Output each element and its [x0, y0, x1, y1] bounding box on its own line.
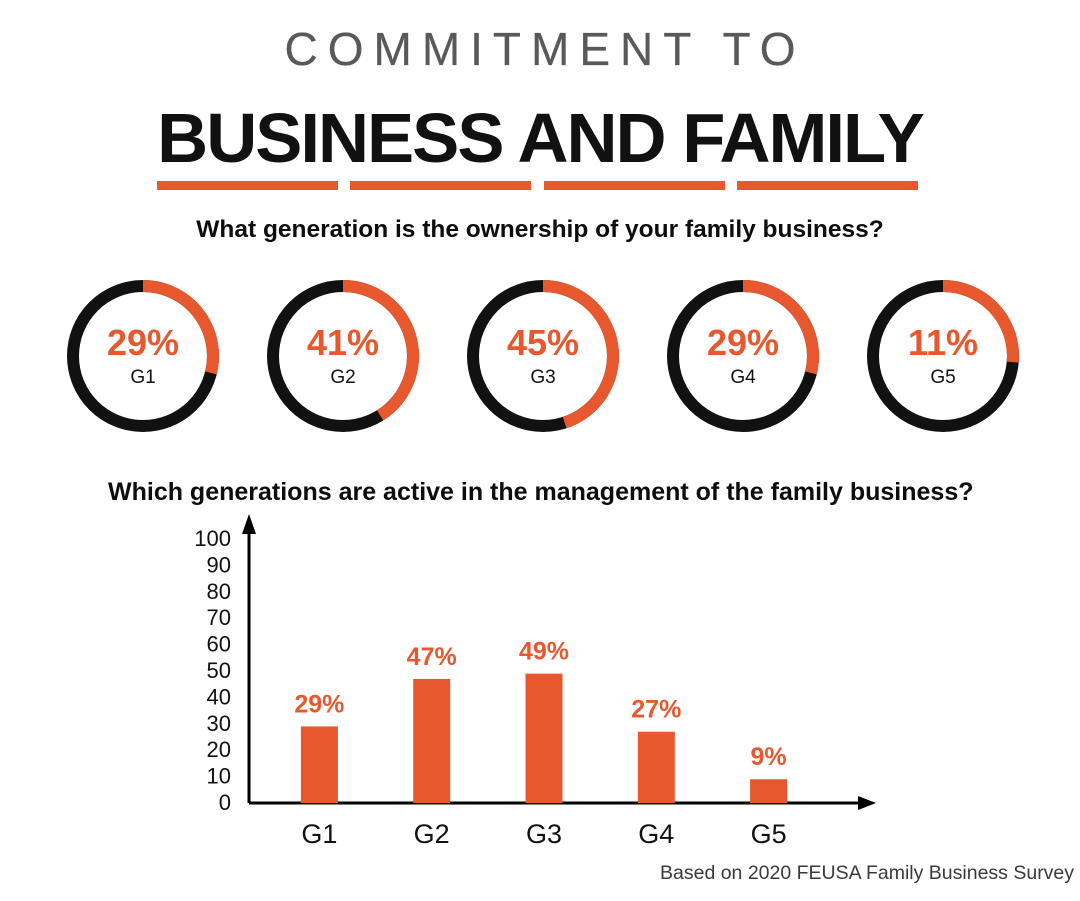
svg-text:G4: G4 — [638, 819, 674, 849]
svg-text:29%: 29% — [294, 690, 344, 718]
svg-text:40: 40 — [207, 684, 231, 709]
svg-text:10: 10 — [207, 764, 231, 789]
svg-text:G1: G1 — [301, 819, 337, 849]
svg-text:9%: 9% — [751, 743, 787, 771]
svg-text:80: 80 — [207, 579, 231, 604]
svg-text:50: 50 — [207, 658, 231, 683]
svg-text:0: 0 — [219, 790, 231, 815]
svg-text:G3: G3 — [526, 819, 562, 849]
svg-text:49%: 49% — [519, 638, 569, 666]
svg-text:30: 30 — [207, 711, 231, 736]
svg-text:60: 60 — [207, 632, 231, 657]
svg-text:G2: G2 — [414, 819, 450, 849]
svg-text:47%: 47% — [407, 643, 457, 671]
svg-text:27%: 27% — [631, 696, 681, 724]
svg-text:90: 90 — [207, 552, 231, 577]
svg-text:70: 70 — [207, 605, 231, 630]
svg-text:100: 100 — [194, 526, 231, 551]
svg-text:20: 20 — [207, 737, 231, 762]
svg-text:G5: G5 — [751, 819, 787, 849]
